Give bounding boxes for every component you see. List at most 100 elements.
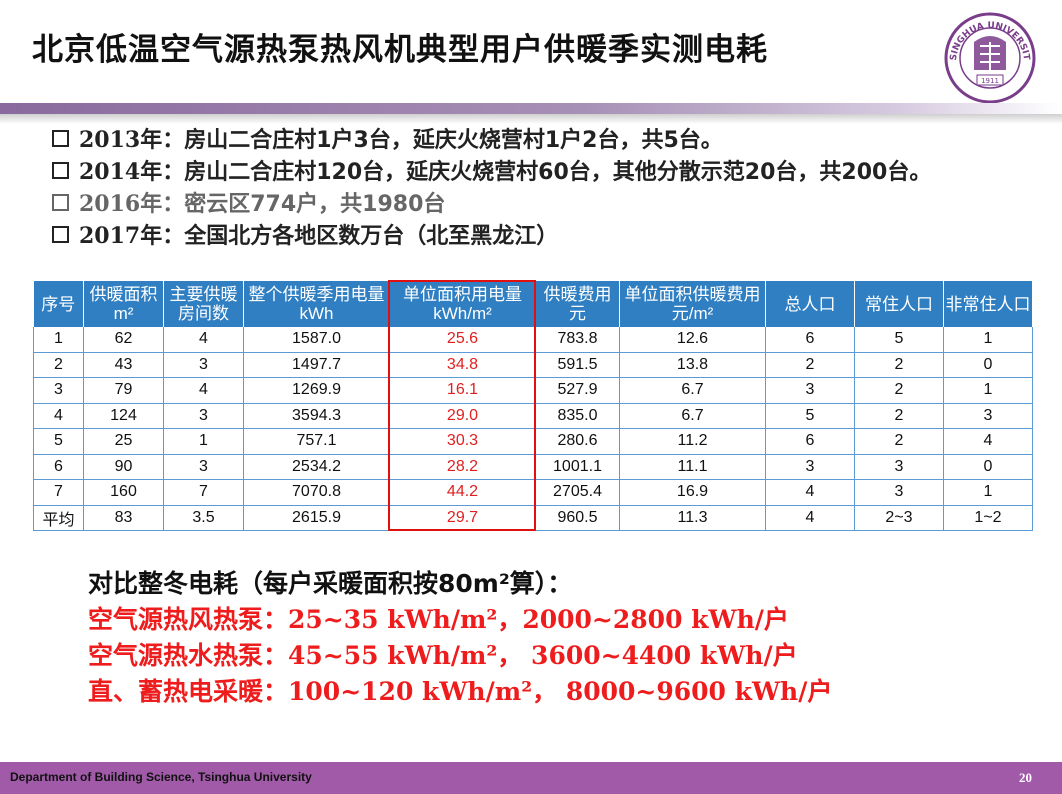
table-cell: 3594.3 [243,403,390,429]
header-label: 整个供暖季用电量 [248,285,385,304]
bullet-item: 2014年 ：房山二合庄村120台，延庆火烧营村60台，其他分散示范20台，共20… [52,154,1052,186]
header-label: 单位面积供暖费用 [624,285,761,304]
bullet-text: ：房山二合庄村1户3台，延庆火烧营村1户2台，共5台。 [162,128,723,153]
table-cell: 3 [765,377,855,404]
table-cell: 0 [943,352,1033,378]
header-unit: 房间数 [178,304,229,323]
table-cell: 5 [33,428,84,455]
table-row: 2 43 3 1497.7 34.8 591.5 13.8 2 2 0 [33,352,1033,378]
table-cell: 757.1 [243,428,390,455]
table-cell: 11.2 [619,428,766,455]
bullet-item: 2017年 ：全国北方各地区数万台（北至黑龙江） [52,218,1052,250]
table-header-cell: 主要供暖 房间数 [163,281,244,327]
table-row: 1 62 4 1587.0 25.6 783.8 12.6 6 5 1 [33,327,1033,353]
bullet-year: 2017年 [79,223,163,249]
table-cell: 6 [33,454,84,480]
table-header-cell: 单位面积用电量 kWh/m² [389,281,536,327]
highlight-frame [388,280,536,531]
page-number: 20 [1019,770,1032,785]
bullet-text: ：密云区774户，共1980台 [162,192,446,217]
header-unit: m² [113,304,134,323]
table-cell-highlight: 29.0 [389,403,536,429]
table-cell: 6 [765,428,855,455]
table-cell: 11.3 [619,505,766,531]
table-cell: 1 [33,327,84,353]
table-cell: 3 [854,454,944,480]
table-cell: 6.7 [619,403,766,429]
table-cell: 6.7 [619,377,766,404]
comparison-value: 100~120 kWh/m²， 8000~9600 kWh/户 [288,677,833,706]
table-cell: 4 [765,479,855,506]
table-cell: 280.6 [535,428,620,455]
seal-year: 1911 [981,77,999,85]
table-cell: 527.9 [535,377,620,404]
comparison-label: 空气源热风热泵： [88,605,289,634]
header-label: 非常住人口 [945,294,1031,314]
table-cell: 2705.4 [535,479,620,506]
table-cell: 4 [33,403,84,429]
table-row: 5 25 1 757.1 30.3 280.6 11.2 6 2 4 [33,428,1033,455]
table-cell: 79 [83,377,164,404]
table-cell: 3 [163,352,244,378]
table-cell: 2 [854,403,944,429]
checkbox-square-icon [52,193,69,211]
header-unit: kWh [299,304,334,323]
header-unit: 元/m² [671,304,714,323]
checkbox-square-icon [52,161,69,179]
table-cell: 160 [83,479,164,506]
table-cell: 0 [943,454,1033,480]
table-header-cell: 单位面积供暖费用 元/m² [619,281,766,327]
table-cell-highlight: 29.7 [389,505,536,531]
comparison-line: 空气源热水热泵：45~55 kWh/m²， 3600~4400 kWh/户 [88,638,832,674]
tsinghua-seal-icon: TSINGHUA UNIVERSITY 1911 [940,5,1036,104]
table-header-cell: 供暖费用元 [535,281,620,327]
bullet-year: 2013年 [79,127,163,153]
page-title: 北京低温空气源热泵热风机典型用户供暖季实测电耗 [32,32,768,68]
comparison-line: 直、蓄热电采暖：100~120 kWh/m²， 8000~9600 kWh/户 [88,674,832,710]
table-cell: 3 [765,454,855,480]
table-cell: 1587.0 [243,327,390,353]
table-cell: 90 [83,454,164,480]
table-cell: 43 [83,352,164,378]
table-cell: 11.1 [619,454,766,480]
header-shadow [0,114,1062,124]
header-label: 序号 [41,294,76,314]
table-row: 3 79 4 1269.9 16.1 527.9 6.7 3 2 1 [33,377,1033,404]
table-cell: 1269.9 [243,377,390,404]
header-label: 供暖面积 [89,285,158,304]
table-cell: 62 [83,327,164,353]
table-cell: 1001.1 [535,454,620,480]
table-cell: 591.5 [535,352,620,378]
comparison-line: 空气源热风热泵：25~35 kWh/m²，2000~2800 kWh/户 [88,602,832,638]
table-header-cell: 非常住人口 [943,281,1033,327]
table-cell: 4 [163,327,244,353]
table-cell: 25 [83,428,164,455]
table-cell: 124 [83,403,164,429]
bullet-item: 2013年 ：房山二合庄村1户3台，延庆火烧营村1户2台，共5台。 [52,122,1052,154]
table-cell: 1 [163,428,244,455]
table-cell: 5 [765,403,855,429]
table-cell: 2615.9 [243,505,390,531]
bullet-list: 2013年 ：房山二合庄村1户3台，延庆火烧营村1户2台，共5台。 2014年 ：房… [52,122,1052,250]
header-label: 总人口 [784,294,836,314]
table-row: 6 90 3 2534.2 28.2 1001.1 11.1 3 3 0 [33,454,1033,480]
table-cell: 783.8 [535,327,620,353]
table-cell: 4 [163,377,244,404]
energy-table: 序号 供暖面积 m² 主要供暖 房间数 整个供暖季用电量 kWh 单位面积用电量 kWh/m² 供… [33,281,1033,531]
table-cell-highlight: 25.6 [389,327,536,353]
table-cell: 2 [854,428,944,455]
table-cell: 3 [163,454,244,480]
table-cell: 5 [854,327,944,353]
table-cell: 2~3 [854,505,944,531]
table-header-cell: 整个供暖季用电量 kWh [243,281,390,327]
bullet-year: 2016年 [79,191,163,217]
table-cell: 1 [943,479,1033,506]
table-cell: 1 [943,327,1033,353]
table-cell-highlight: 44.2 [389,479,536,506]
table-cell: 83 [83,505,164,531]
table-header-cell: 常住人口 [854,281,944,327]
table-cell: 7 [33,479,84,506]
table-cell: 3 [163,403,244,429]
table-cell-highlight: 16.1 [389,377,536,404]
checkbox-square-icon [52,225,69,243]
